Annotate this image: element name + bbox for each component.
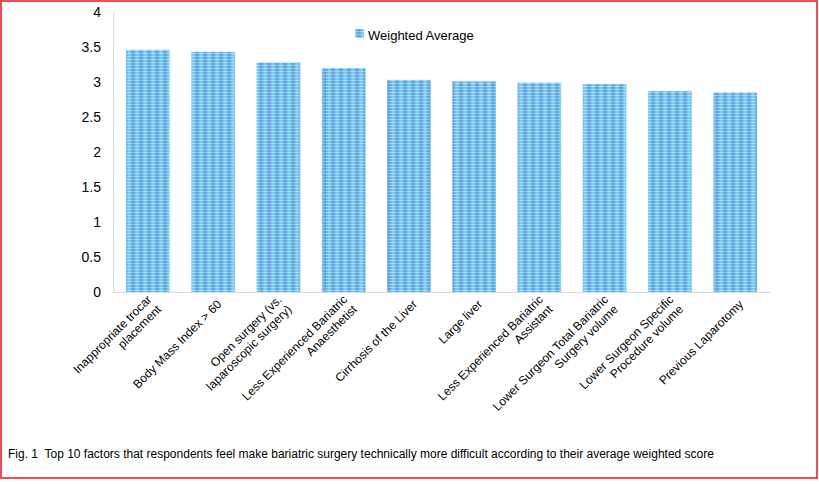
x-labels: Inappropriate trocarplacementBody Mass I… — [70, 292, 746, 423]
y-tick-label: 0.5 — [82, 249, 102, 265]
caption: Fig. 1 Top 10 factors that respondents f… — [8, 447, 714, 461]
chart: 0 0.5 1 1.5 2 2.5 3 3.5 4 Inappropriate trocarpla… — [0, 0, 819, 484]
bar — [648, 91, 692, 292]
x-tick-label: Cirrhosis of the Liver — [332, 297, 420, 385]
bar — [713, 93, 757, 293]
x-tick-label: Less Experienced BariatricAssistant — [435, 292, 556, 413]
x-tick-label: Open surgery (vs.laparoscopic surgery) — [194, 293, 295, 394]
bar — [583, 84, 627, 292]
plot: 0 0.5 1 1.5 2 2.5 3 3.5 4 Inappropriate trocarpla… — [70, 4, 770, 423]
legend: Weighted Average — [355, 28, 474, 43]
x-tick-label: Less Experienced BariatricAnaesthetist — [239, 292, 360, 413]
x-tick-label: Previous Laparotomy — [656, 297, 746, 387]
y-tick: 0.5 — [82, 249, 113, 265]
y-tick-label: 1 — [93, 214, 101, 230]
y-tick: 3.5 — [82, 39, 113, 55]
frame — [1, 1, 817, 478]
y-tick-label: 4 — [93, 4, 101, 20]
y-tick-label: 2 — [93, 144, 101, 160]
y-tick-label: 3 — [93, 74, 101, 90]
y-tick: 1 — [93, 214, 113, 230]
legend-swatch — [355, 29, 364, 38]
bar — [191, 52, 235, 292]
y-tick-label: 0 — [93, 284, 101, 300]
y-tick: 2.5 — [82, 109, 113, 125]
bar — [126, 50, 170, 292]
x-tick-label: Lower Surgeon SpecificProcedure volume — [577, 292, 687, 402]
legend-label: Weighted Average — [368, 28, 474, 43]
y-tick-label: 1.5 — [82, 179, 102, 195]
bar — [322, 68, 366, 292]
y-tick-label: 3.5 — [82, 39, 102, 55]
x-axis-line — [114, 292, 771, 293]
bar — [518, 83, 562, 292]
y-tick-label: 2.5 — [82, 109, 102, 125]
y-tick: 4 — [93, 4, 113, 20]
y-tick: 3 — [93, 74, 113, 90]
bar — [387, 80, 431, 292]
y-tick: 1.5 — [82, 179, 113, 195]
bars — [126, 50, 757, 292]
y-axis-line — [113, 13, 114, 293]
bar — [257, 62, 301, 292]
x-tick-label: Large liver — [436, 297, 486, 347]
y-tick: 0 — [93, 284, 113, 300]
y-axis: 0 0.5 1 1.5 2 2.5 3 3.5 4 — [82, 4, 114, 300]
bar — [452, 81, 496, 292]
y-tick: 2 — [93, 144, 113, 160]
